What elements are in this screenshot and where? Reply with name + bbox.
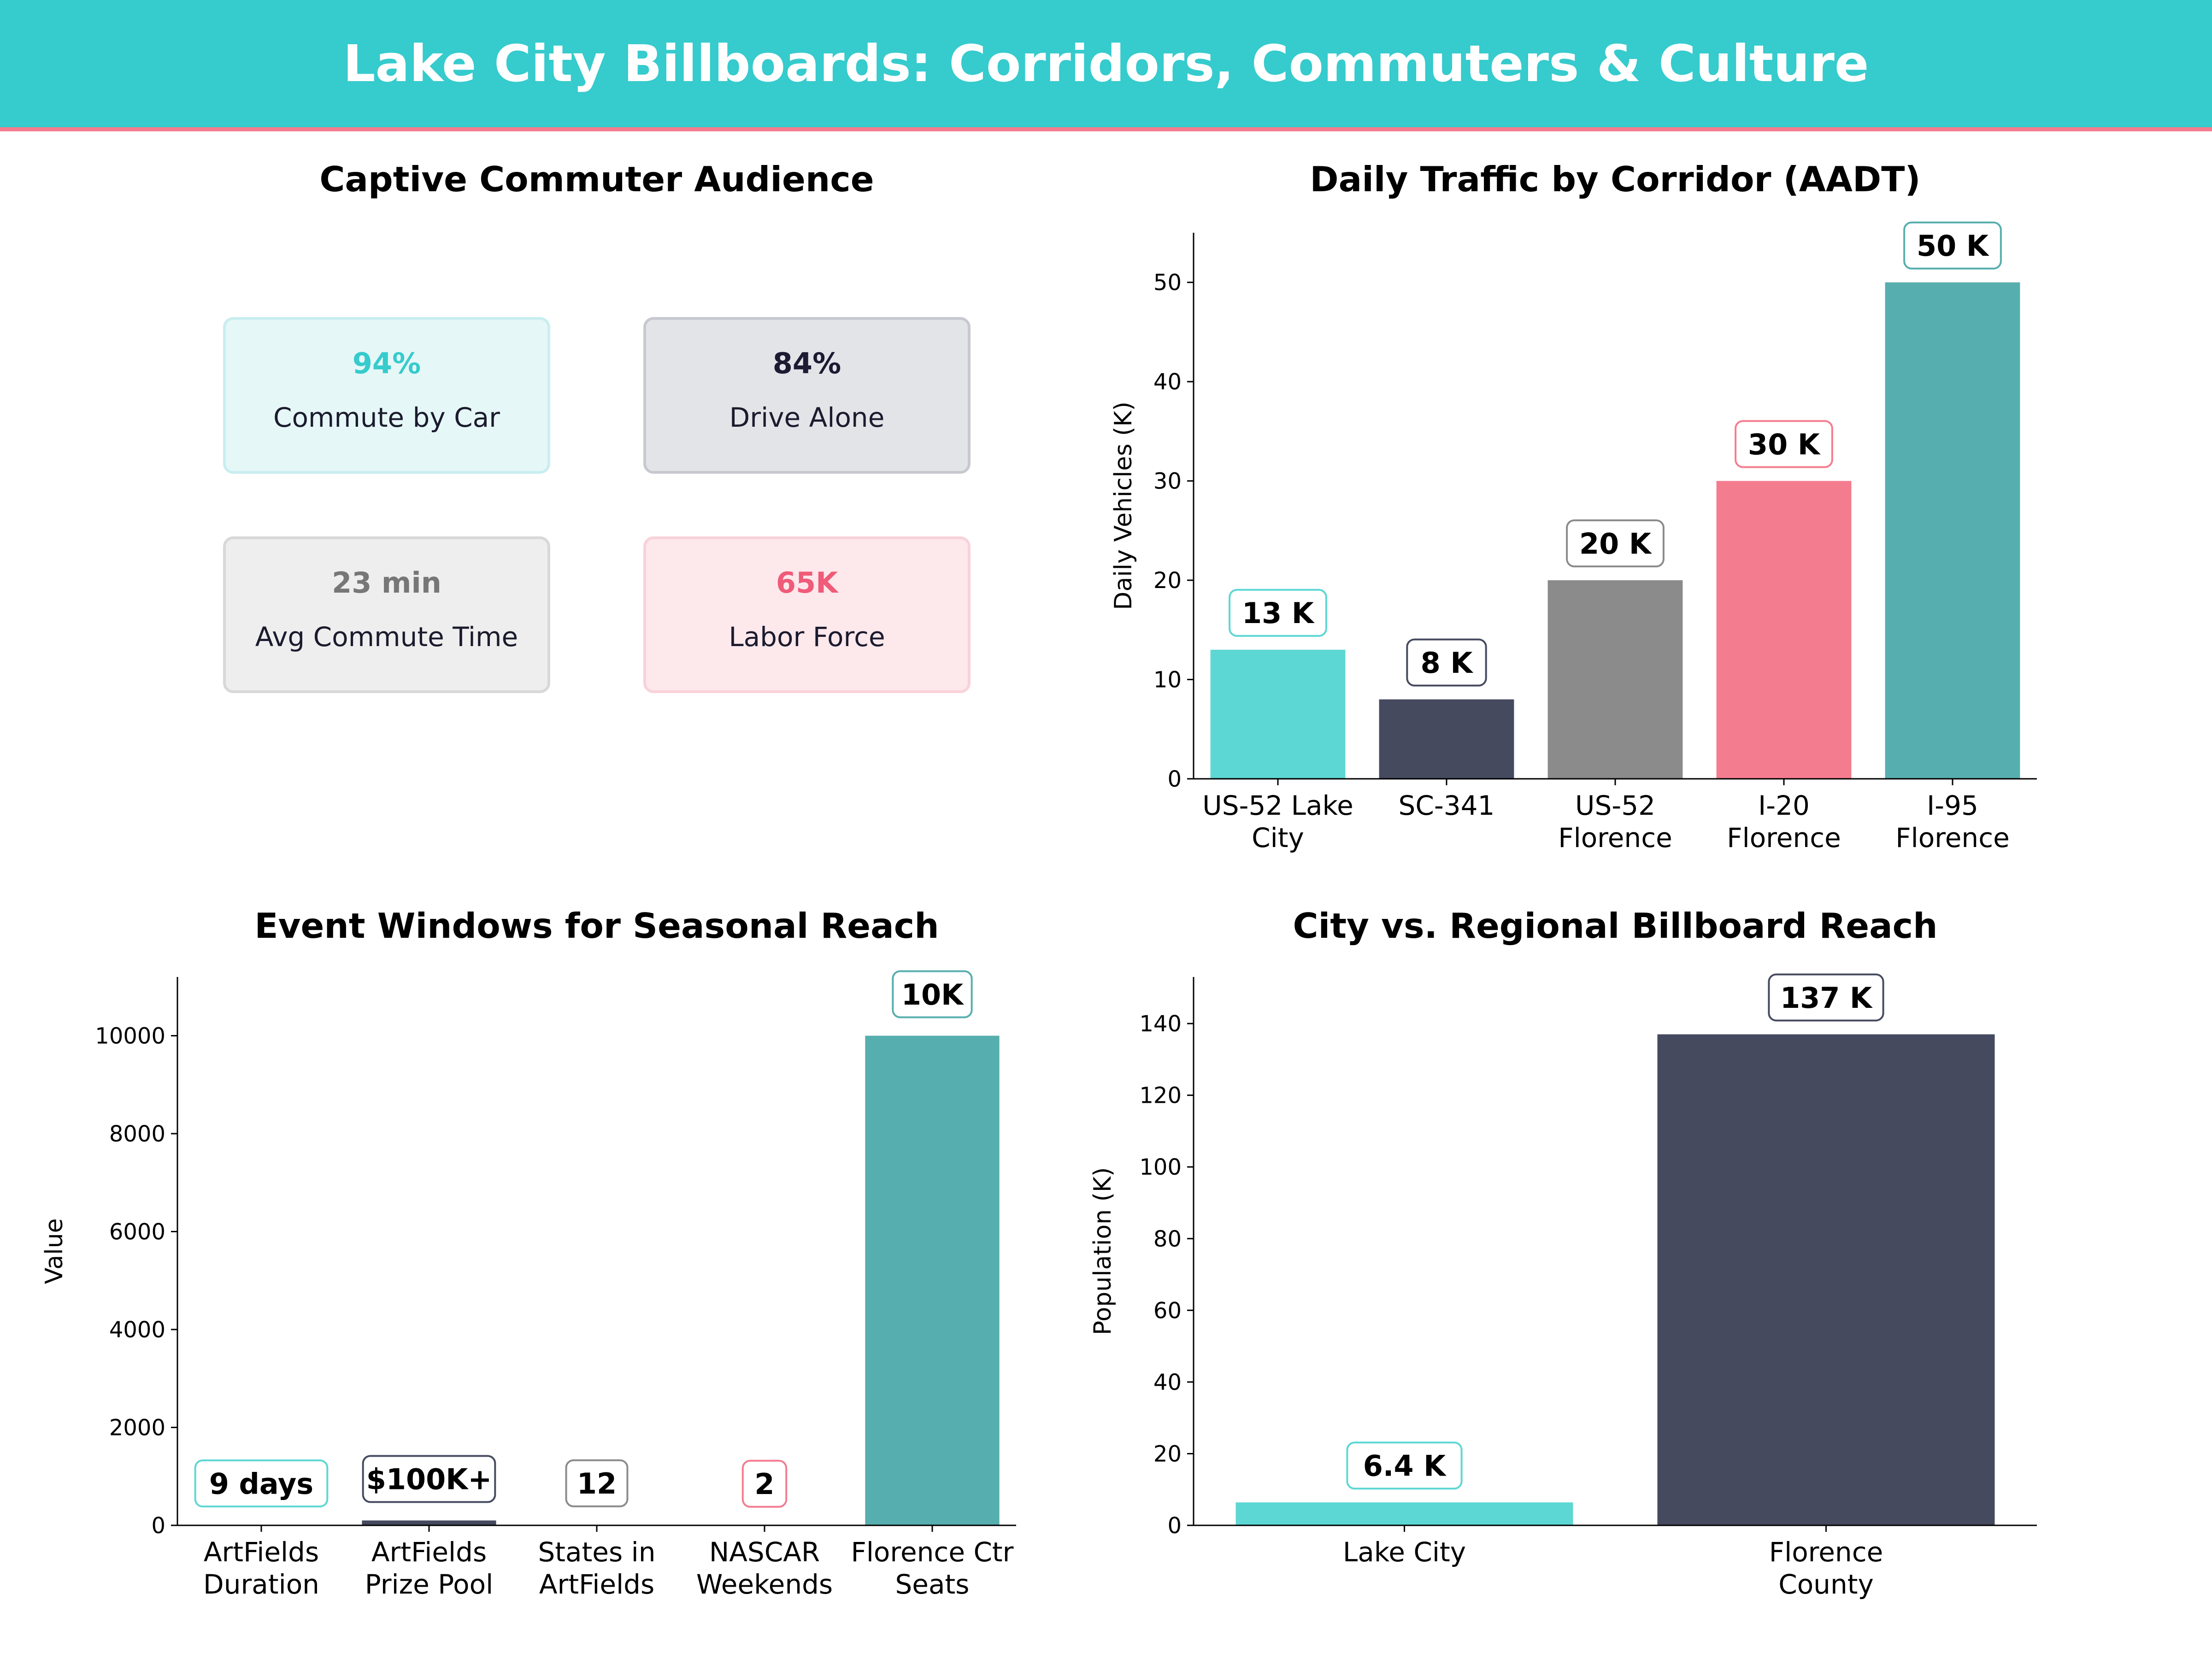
value-label: 6.4 K <box>1363 1449 1447 1483</box>
kpi-label: Commute by Car <box>273 402 500 433</box>
value-label-box <box>1406 638 1487 687</box>
value-label-box <box>194 1459 329 1508</box>
y-axis-label: Value <box>41 1218 68 1284</box>
value-label-box <box>1768 973 1884 1022</box>
value-label-box <box>1566 519 1665 568</box>
kpi-panel-title: Captive Commuter Audience <box>319 159 874 200</box>
kpi-label: Labor Force <box>729 621 885 653</box>
bar <box>1235 1502 1573 1525</box>
value-label: 10K <box>901 978 964 1012</box>
value-label-box <box>1903 221 2002 270</box>
bar <box>1885 282 2020 779</box>
value-label-box <box>362 1455 496 1503</box>
value-label-box <box>1229 588 1327 637</box>
kpi-label: Avg Commute Time <box>255 621 518 653</box>
y-tick-label: 30 <box>1153 469 1182 494</box>
y-tick-label: 20 <box>1153 568 1182 594</box>
x-tick-label: NASCAR Weekends <box>696 1536 833 1600</box>
value-label: 50 K <box>1917 229 1989 263</box>
x-tick-label: Florence County <box>1769 1536 1883 1600</box>
value-label-box <box>565 1459 629 1507</box>
value-label: 2 <box>754 1467 774 1501</box>
kpi-value: 84% <box>772 347 841 380</box>
y-axis-label: Population (K) <box>1089 1167 1117 1335</box>
events-chart-title: Event Windows for Seasonal Reach <box>254 906 939 946</box>
x-tick-label: I-20 Florence <box>1727 790 1841 853</box>
reach-chart-title: City vs. Regional Billboard Reach <box>1293 906 1938 946</box>
value-label: 137 K <box>1780 981 1873 1015</box>
bar <box>1547 580 1683 779</box>
x-tick-label: States in ArtFields <box>538 1536 655 1600</box>
kpi-value: 23 min <box>332 566 441 600</box>
x-tick-label: Lake City <box>1343 1536 1466 1568</box>
bar <box>362 1520 496 1525</box>
y-tick-label: 10 <box>1153 667 1182 693</box>
kpi-value: 65K <box>776 566 838 600</box>
page-title: Lake City Billboards: Corridors, Commute… <box>343 34 1869 93</box>
traffic-chart-title: Daily Traffic by Corridor (AADT) <box>1310 159 1921 200</box>
y-tick-label: 10000 <box>95 1024 165 1049</box>
kpi-card-avg-commute-time: 23 min Avg Commute Time <box>223 536 550 693</box>
value-label: 12 <box>577 1467 617 1500</box>
y-tick-label: 6000 <box>109 1219 165 1245</box>
kpi-value: 94% <box>352 347 421 380</box>
value-label: $100K+ <box>366 1463 492 1496</box>
kpi-label: Drive Alone <box>729 402 885 433</box>
x-tick-label: US-52 Lake City <box>1202 790 1353 853</box>
bar <box>1657 1034 1995 1525</box>
y-tick-label: 120 <box>1139 1083 1182 1109</box>
y-tick-label: 4000 <box>109 1317 165 1343</box>
value-label-box <box>1735 420 1833 468</box>
bar <box>1379 699 1514 779</box>
y-tick-label: 40 <box>1153 1370 1182 1395</box>
value-label: 20 K <box>1579 527 1652 560</box>
y-tick-label: 0 <box>151 1513 165 1539</box>
y-tick-label: 140 <box>1139 1011 1182 1037</box>
y-tick-label: 8000 <box>109 1121 165 1147</box>
y-axis-label: Daily Vehicles (K) <box>1110 401 1137 610</box>
y-tick-label: 40 <box>1153 369 1182 395</box>
x-tick-label: US-52 Florence <box>1558 790 1672 853</box>
value-label: 9 days <box>209 1467 313 1500</box>
bar <box>1210 649 1346 779</box>
kpi-card-labor-force: 65K Labor Force <box>643 536 971 693</box>
x-tick-label: SC-341 <box>1399 790 1495 821</box>
y-tick-label: 0 <box>1167 766 1182 792</box>
kpi-card-commute-by-car: 94% Commute by Car <box>223 317 550 474</box>
value-label: 13 K <box>1242 596 1315 630</box>
y-tick-label: 50 <box>1153 270 1182 296</box>
x-tick-label: ArtFields Prize Pool <box>365 1536 493 1600</box>
y-tick-label: 100 <box>1139 1154 1182 1180</box>
value-label: 8 K <box>1421 646 1474 680</box>
value-label-box <box>892 970 973 1018</box>
x-tick-label: ArtFields Duration <box>203 1536 319 1600</box>
page-header: Lake City Billboards: Corridors, Commute… <box>0 0 2212 131</box>
value-label-box <box>741 1459 788 1508</box>
y-tick-label: 80 <box>1153 1226 1182 1252</box>
y-tick-label: 60 <box>1153 1298 1182 1324</box>
kpi-card-drive-alone: 84% Drive Alone <box>643 317 971 474</box>
x-tick-label: I-95 Florence <box>1895 790 2010 853</box>
x-tick-label: Florence Ctr Seats <box>851 1536 1013 1600</box>
y-tick-label: 0 <box>1167 1513 1182 1539</box>
bar <box>1716 481 1852 779</box>
value-label: 30 K <box>1748 428 1821 461</box>
bar <box>865 1035 1000 1525</box>
y-tick-label: 20 <box>1153 1441 1182 1467</box>
y-tick-label: 2000 <box>109 1415 165 1441</box>
value-label-box <box>1346 1441 1463 1490</box>
